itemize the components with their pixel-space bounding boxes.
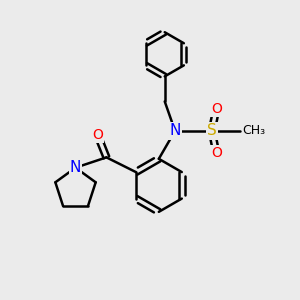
Text: O: O <box>211 102 222 116</box>
Text: S: S <box>207 123 217 138</box>
Text: O: O <box>92 128 103 142</box>
Text: N: N <box>169 123 181 138</box>
Text: CH₃: CH₃ <box>243 124 266 137</box>
Text: N: N <box>70 160 81 175</box>
Text: O: O <box>211 146 222 160</box>
